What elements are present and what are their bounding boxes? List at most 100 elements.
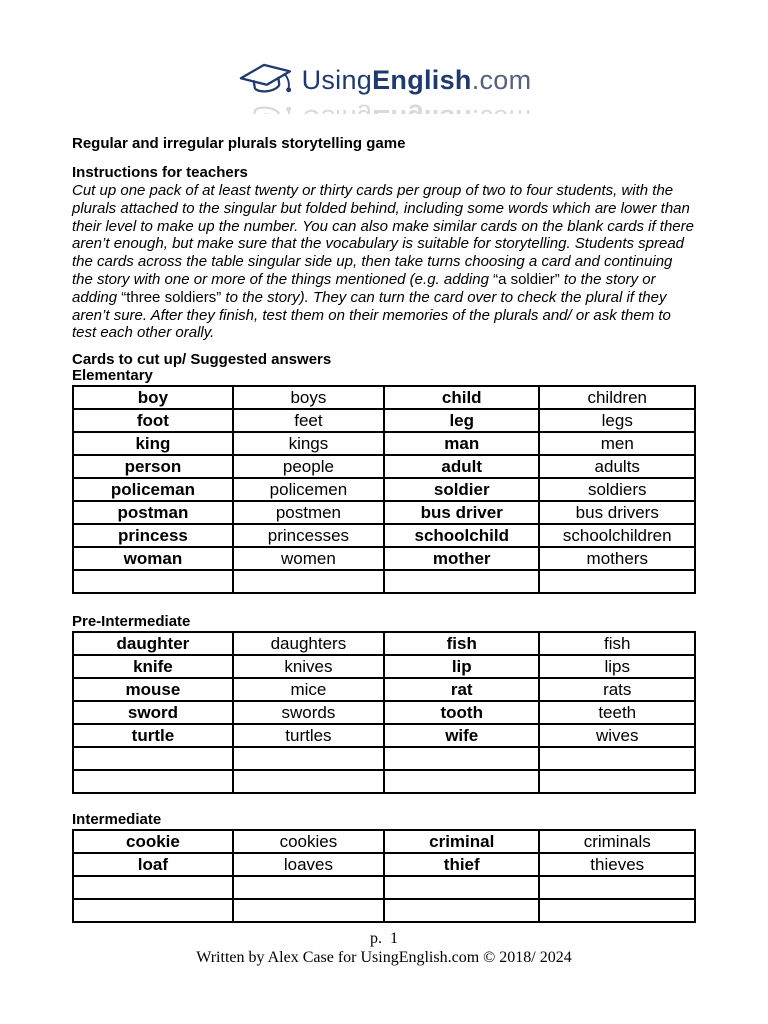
- table-row: [72, 569, 696, 595]
- singular-cell: turtle: [72, 723, 234, 749]
- singular-cell: [72, 746, 234, 772]
- plural-cell: daughters: [231, 631, 385, 657]
- section-label-pre-intermediate: Pre-Intermediate: [72, 613, 191, 631]
- singular-cell: criminal: [382, 829, 541, 855]
- plural-cell: loaves: [231, 852, 385, 878]
- singular-cell: mother: [382, 546, 541, 572]
- singular-cell: [72, 569, 234, 595]
- singular-cell: [72, 875, 234, 901]
- plural-cell: thieves: [538, 852, 696, 878]
- singular-cell: lip: [382, 654, 541, 680]
- instructions-segment: “a soldier”: [493, 270, 560, 288]
- plural-cell: [231, 746, 385, 772]
- instructions-heading: Instructions for teachers: [72, 164, 248, 181]
- logo-word-english-reflection: English: [372, 105, 472, 115]
- plural-cell: soldiers: [538, 477, 696, 503]
- instructions-segment: “three soldiers”: [121, 288, 222, 306]
- logo-wordmark: UsingEnglish.com: [302, 65, 532, 96]
- instructions-segment: Cut up one pack of at least twenty or th…: [72, 182, 694, 288]
- singular-cell: [382, 746, 541, 772]
- table-row: loaf loaves thief thieves: [72, 852, 696, 878]
- table-row: turtle turtles wife wives: [72, 723, 696, 749]
- singular-cell: daughter: [72, 631, 234, 657]
- singular-cell: soldier: [382, 477, 541, 503]
- singular-cell: king: [72, 431, 234, 457]
- cards-heading: Cards to cut up/ Suggested answers: [72, 351, 332, 369]
- plural-cell: policemen: [231, 477, 385, 503]
- plural-cell: postmen: [231, 500, 385, 526]
- footer-page-number: p. 1: [370, 930, 398, 948]
- singular-cell: person: [72, 454, 234, 480]
- singular-cell: policeman: [72, 477, 234, 503]
- logo-main: UsingEnglish.com: [237, 60, 532, 100]
- plural-cell: swords: [231, 700, 385, 726]
- plural-cell: children: [538, 385, 696, 411]
- plural-cell: knives: [231, 654, 385, 680]
- singular-cell: [382, 769, 541, 795]
- table-row: woman women mother mothers: [72, 546, 696, 572]
- singular-cell: loaf: [72, 852, 234, 878]
- logo-word-com: .com: [471, 64, 532, 95]
- table-row: [72, 898, 696, 924]
- plural-cell: [231, 898, 385, 924]
- plural-cell: legs: [538, 408, 696, 434]
- singular-cell: schoolchild: [382, 523, 541, 549]
- plural-cell: mothers: [538, 546, 696, 572]
- plural-cell: [538, 746, 696, 772]
- singular-cell: foot: [72, 408, 234, 434]
- table-row: sword swords tooth teeth: [72, 700, 696, 726]
- logo-reflection: UsingEnglish.com: [237, 99, 531, 115]
- singular-cell: [72, 898, 234, 924]
- plural-cell: mice: [231, 677, 385, 703]
- plural-cell: people: [231, 454, 385, 480]
- plural-cell: wives: [538, 723, 696, 749]
- plural-cell: [538, 898, 696, 924]
- singular-cell: knife: [72, 654, 234, 680]
- plural-cell: [538, 569, 696, 595]
- vocab-table-elementary: boy boys child children foot feet leg legs king k…: [72, 385, 696, 595]
- plural-cell: feet: [231, 408, 385, 434]
- plural-cell: schoolchildren: [538, 523, 696, 549]
- plural-cell: men: [538, 431, 696, 457]
- singular-cell: man: [382, 431, 541, 457]
- page-footer: p. 1 Written by Alex Case for UsingEngli…: [72, 929, 696, 967]
- singular-cell: sword: [72, 700, 234, 726]
- table-row: boy boys child children: [72, 385, 696, 411]
- table-row: king kings man men: [72, 431, 696, 457]
- singular-cell: child: [382, 385, 541, 411]
- plural-cell: princesses: [231, 523, 385, 549]
- plural-cell: [538, 769, 696, 795]
- section-label-intermediate: Intermediate: [72, 811, 162, 829]
- plural-cell: boys: [231, 385, 385, 411]
- page-title: Regular and irregular plurals storytelli…: [72, 135, 406, 152]
- usingenglish-logo: UsingEnglish.com UsingEnglish.com: [72, 60, 696, 114]
- logo-word-english: English: [372, 64, 472, 95]
- plural-cell: fish: [538, 631, 696, 657]
- plural-cell: turtles: [231, 723, 385, 749]
- table-row: cookie cookies criminal criminals: [72, 829, 696, 855]
- singular-cell: adult: [382, 454, 541, 480]
- plural-cell: women: [231, 546, 385, 572]
- graduation-cap-icon-reflection: [237, 99, 295, 114]
- table-row: postman postmen bus driver bus drivers: [72, 500, 696, 526]
- singular-cell: fish: [382, 631, 541, 657]
- table-row: [72, 746, 696, 772]
- table-row: policeman policemen soldier soldiers: [72, 477, 696, 503]
- table-row: [72, 875, 696, 901]
- table-row: person people adult adults: [72, 454, 696, 480]
- singular-cell: [382, 875, 541, 901]
- table-row: foot feet leg legs: [72, 408, 696, 434]
- plural-cell: kings: [231, 431, 385, 457]
- singular-cell: bus driver: [382, 500, 541, 526]
- section-label-elementary: Elementary: [72, 367, 153, 385]
- plural-cell: lips: [538, 654, 696, 680]
- footer-credit: Written by Alex Case for UsingEnglish.co…: [196, 949, 572, 967]
- singular-cell: rat: [382, 677, 541, 703]
- table-row: princess princesses schoolchild schoolchild…: [72, 523, 696, 549]
- singular-cell: tooth: [382, 700, 541, 726]
- plural-cell: [538, 875, 696, 901]
- table-row: mouse mice rat rats: [72, 677, 696, 703]
- singular-cell: leg: [382, 408, 541, 434]
- instructions-segment: to the story or adding: [72, 270, 656, 306]
